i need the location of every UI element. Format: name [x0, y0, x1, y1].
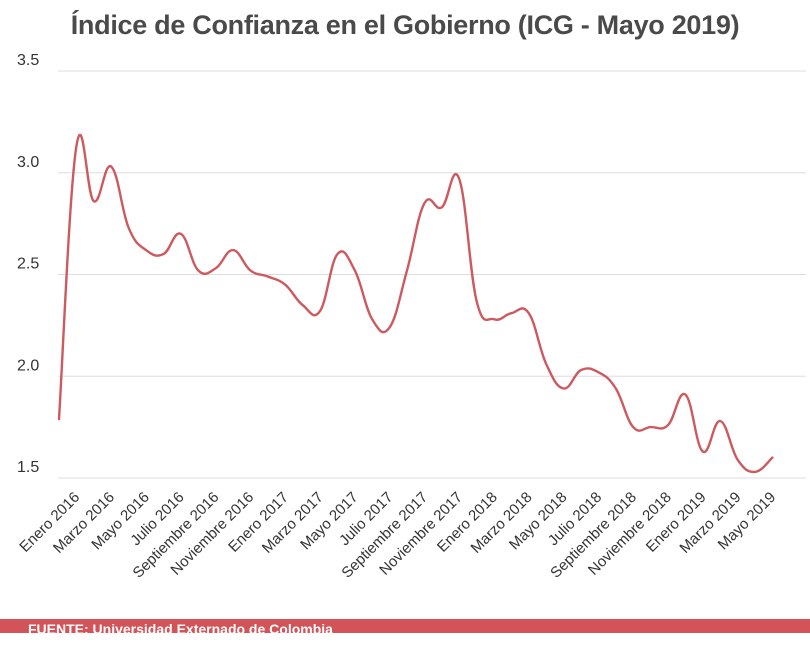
y-tick-label: 3.5	[17, 52, 39, 69]
y-tick-label: 3.0	[17, 154, 39, 171]
chart-title: Índice de Confianza en el Gobierno (ICG …	[70, 10, 740, 40]
footer-source-text: FUENTE: Universidad Externado de Colombi…	[28, 621, 333, 633]
series-layer	[57, 133, 774, 474]
y-tick-label: 1.5	[17, 459, 39, 476]
footer-bar: FUENTE: Universidad Externado de Colombi…	[0, 619, 810, 633]
series-line	[57, 133, 774, 474]
y-axis-ticks: 3.5 3.0 2.5 2.0 1.5	[17, 52, 39, 476]
gridlines	[58, 70, 806, 479]
y-tick-label: 2.0	[17, 357, 39, 374]
y-tick-label: 2.5	[17, 256, 39, 273]
